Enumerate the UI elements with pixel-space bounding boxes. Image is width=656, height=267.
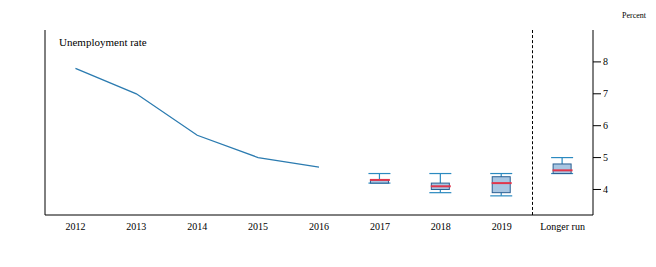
svg-text:2016: 2016 [309,221,329,232]
svg-text:2019: 2019 [492,221,512,232]
svg-text:2013: 2013 [126,221,146,232]
html-text:Percent: Percent [622,11,646,20]
svg-text:8: 8 [603,56,608,67]
svg-text:6: 6 [603,120,608,131]
svg-text:2017: 2017 [370,221,390,232]
svg-text:2014: 2014 [187,221,207,232]
svg-text:4: 4 [603,184,608,195]
svg-text:2018: 2018 [431,221,451,232]
svg-text:2015: 2015 [248,221,268,232]
svg-text:5: 5 [603,152,608,163]
svg-text:Longer run: Longer run [540,221,585,232]
html-text:Unemployment rate: Unemployment rate [59,36,147,48]
svg-text:2012: 2012 [65,221,85,232]
svg-text:7: 7 [603,88,608,99]
